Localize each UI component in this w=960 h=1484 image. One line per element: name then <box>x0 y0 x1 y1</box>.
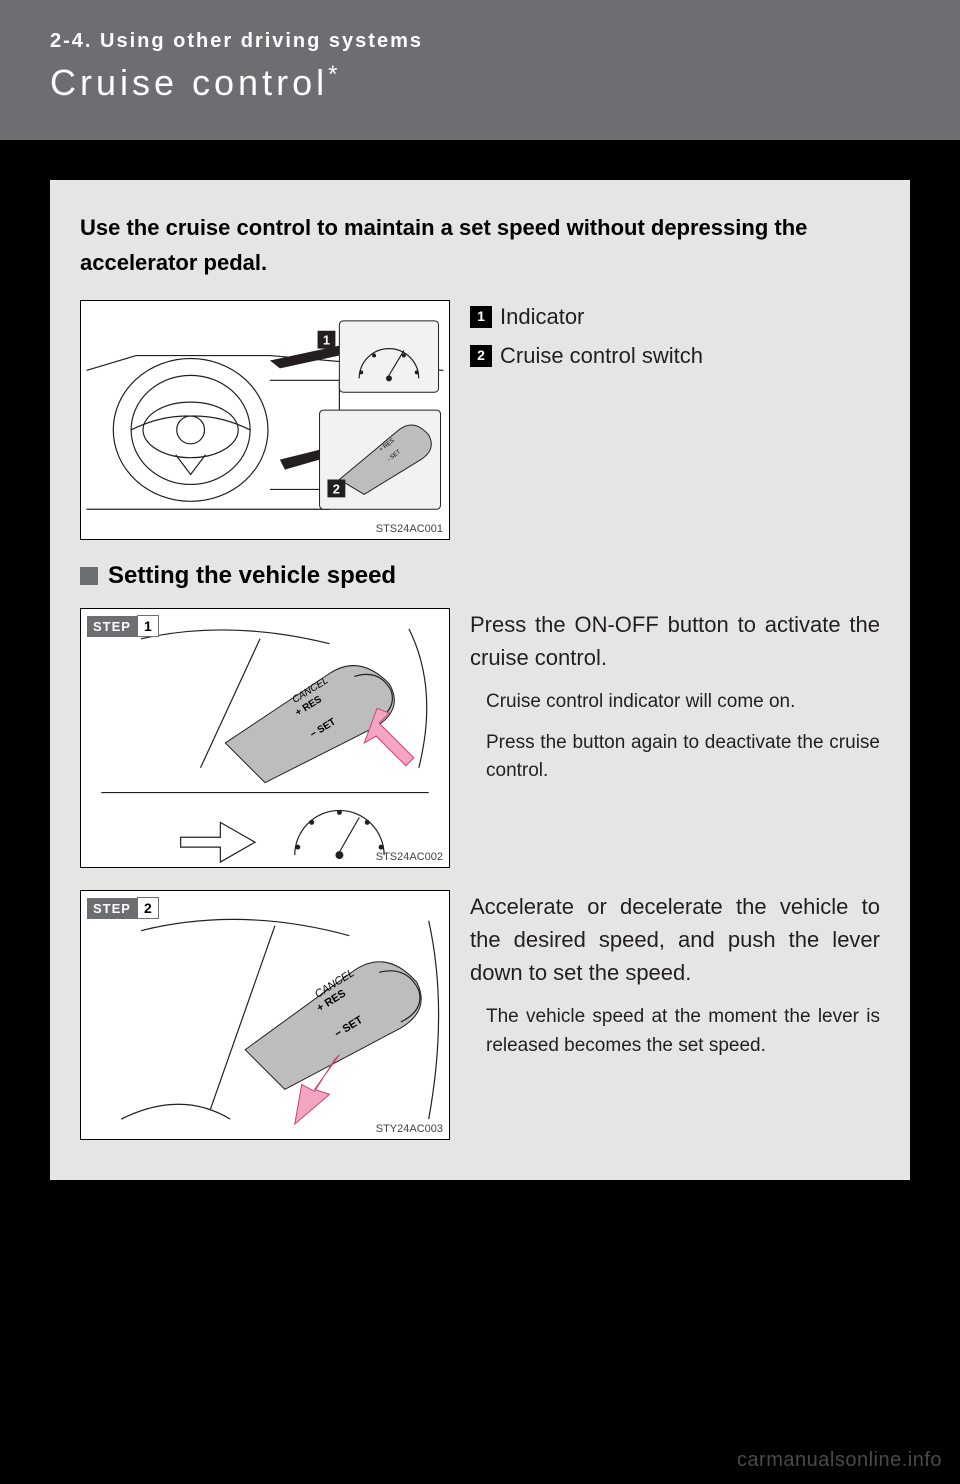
step-2-sub1: The vehicle speed at the moment the leve… <box>486 1003 880 1060</box>
figure-step2-id: STY24AC003 <box>376 1123 443 1135</box>
page-header: 2-4. Using other driving systems Cruise … <box>0 0 960 140</box>
figure-step-2: STEP 2 CANCEL + RES − SET <box>80 890 450 1140</box>
figure-1-id: STS24AC001 <box>376 523 443 535</box>
step-num: 1 <box>137 615 159 637</box>
legend-badge-2: 2 <box>470 345 492 367</box>
legend-item-2: 2 Cruise control switch <box>470 339 880 372</box>
section-number: 2-4. Using other driving systems <box>50 30 910 53</box>
legend-label-1: Indicator <box>500 300 584 333</box>
callout-1-badge: 1 <box>323 333 330 348</box>
step-2-badge: STEP 2 <box>87 897 159 919</box>
legend-label-2: Cruise control switch <box>500 339 703 372</box>
step-1-sub1: Cruise control indicator will come on. <box>486 688 880 717</box>
figure-step-1: STEP 1 CANCEL + RES − SET <box>80 608 450 868</box>
step-2-diagram: CANCEL + RES − SET <box>81 891 449 1139</box>
figure-1: 1 + RES - SET 2 STS24AC001 <box>80 300 450 540</box>
step-label: STEP <box>87 616 137 637</box>
overview-row: 1 + RES - SET 2 STS24AC001 1 Indicat <box>80 300 880 540</box>
step-2-row: STEP 2 CANCEL + RES − SET <box>80 890 880 1140</box>
title-text: Cruise control <box>50 62 328 103</box>
step-1-diagram: CANCEL + RES − SET <box>81 609 449 867</box>
step-1-badge: STEP 1 <box>87 615 159 637</box>
figure-step1-id: STS24AC002 <box>376 851 443 863</box>
asterisk: * <box>328 61 341 88</box>
step-1-sub2: Press the button again to deactivate the… <box>486 729 880 786</box>
square-bullet-icon <box>80 567 98 585</box>
subheading: Setting the vehicle speed <box>80 562 880 590</box>
overview-diagram: 1 + RES - SET 2 <box>81 301 449 539</box>
legend: 1 Indicator 2 Cruise control switch <box>470 300 880 378</box>
step-1-text: Press the ON-OFF button to activate the … <box>470 608 880 798</box>
step-label-2: STEP <box>87 898 137 919</box>
page-title: Cruise control* <box>50 61 910 104</box>
step-1-row: STEP 1 CANCEL + RES − SET <box>80 608 880 868</box>
step-1-main: Press the ON-OFF button to activate the … <box>470 608 880 674</box>
callout-2-badge: 2 <box>333 482 340 497</box>
legend-item-1: 1 Indicator <box>470 300 880 333</box>
legend-badge-1: 1 <box>470 306 492 328</box>
step-2-text: Accelerate or decelerate the vehicle to … <box>470 890 880 1072</box>
content-container: Use the cruise control to maintain a set… <box>50 180 910 1180</box>
subheading-text: Setting the vehicle speed <box>108 562 396 590</box>
step-2-main: Accelerate or decelerate the vehicle to … <box>470 890 880 989</box>
intro-text: Use the cruise control to maintain a set… <box>80 210 880 280</box>
step-num-2: 2 <box>137 897 159 919</box>
watermark: carmanualsonline.info <box>737 1449 942 1472</box>
